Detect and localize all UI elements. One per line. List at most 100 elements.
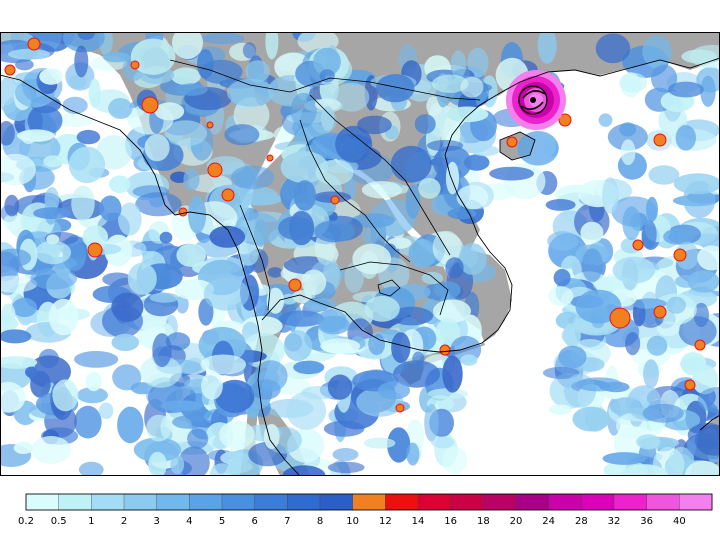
heavy-rain-core: [141, 96, 159, 114]
rain-cell: [187, 428, 209, 449]
rain-cell: [176, 243, 206, 267]
colorbar-tick-label: 14: [412, 516, 425, 527]
rain-cell: [315, 159, 354, 186]
rain-cell: [602, 177, 619, 214]
rain-cell: [673, 173, 720, 195]
heavy-rain-core: [27, 37, 41, 51]
rain-cell: [0, 356, 38, 369]
rain-cell: [48, 298, 79, 336]
rain-cell: [390, 306, 434, 326]
rain-cell: [139, 355, 182, 388]
rain-cell: [643, 359, 659, 389]
rain-cell: [598, 113, 613, 127]
rain-cell: [148, 451, 167, 476]
rain-cell: [127, 262, 157, 295]
rain-cell: [681, 49, 718, 64]
rain-cell: [88, 78, 101, 108]
rain-cell: [412, 351, 425, 367]
rain-cell: [648, 165, 680, 185]
rain-cell: [694, 424, 720, 456]
colorbar-labels: 0.2 0.5 1 2 3 4 5 6 7 8 10 12 14 16 18 20 24 28 32 36 40: [18, 516, 686, 527]
rain-cell: [563, 323, 581, 348]
rain-cell: [458, 243, 487, 275]
rain-cell: [215, 379, 255, 413]
colorbar-segment: [189, 493, 223, 511]
rain-cell: [265, 32, 279, 60]
colorbar-tick-label: 28: [575, 516, 588, 527]
rain-cell: [76, 129, 101, 145]
rain-cell: [678, 316, 717, 347]
heavy-rain-core: [221, 188, 235, 202]
rain-cell: [62, 32, 105, 53]
colorbar-tick-label: 32: [608, 516, 621, 527]
colorbar-tick-label: 2: [121, 516, 127, 527]
colorbar-segment: [25, 493, 60, 511]
heavy-rain-core: [506, 136, 518, 148]
colorbar-segment: [319, 493, 354, 511]
rain-cell: [327, 461, 365, 474]
colorbar-tick-label: 16: [444, 516, 457, 527]
rain-cell: [445, 161, 460, 195]
rain-cell: [117, 406, 144, 444]
rain-cell: [445, 257, 464, 279]
rain-cell: [238, 241, 259, 266]
rain-cell: [13, 441, 34, 454]
rain-cell: [109, 175, 131, 194]
rain-cell: [164, 120, 208, 147]
rain-cell: [170, 454, 185, 475]
rain-cell: [4, 194, 20, 217]
rain-cell: [7, 48, 51, 60]
colorbar-segment: [221, 493, 256, 511]
rain-cell: [74, 45, 89, 78]
rain-cell: [53, 113, 94, 128]
rain-cell: [0, 121, 15, 146]
rain-cell: [201, 372, 223, 400]
rain-cell: [209, 225, 246, 248]
rain-cell: [431, 436, 455, 449]
coastline-layer: [0, 57, 720, 476]
rain-cell: [62, 96, 88, 114]
rain-cell: [361, 181, 402, 199]
rain-cell: [112, 364, 142, 391]
rain-cell: [351, 213, 395, 229]
rain-cell: [0, 248, 32, 268]
heavy-rain-core: [330, 195, 340, 205]
rain-cell: [224, 124, 260, 146]
rain-cell: [572, 406, 610, 432]
heavy-rain-core: [653, 133, 667, 147]
colorbar-segment: [58, 493, 92, 511]
rain-cell: [545, 199, 576, 211]
colorbar-segment: [450, 493, 484, 511]
rain-cell: [286, 391, 327, 430]
rain-cell: [146, 414, 172, 442]
colorbar-segment: [646, 493, 680, 511]
colorbar-segment: [613, 493, 648, 511]
rain-cell: [3, 214, 20, 231]
rain-cell: [408, 239, 438, 268]
rain-cell: [203, 277, 250, 311]
rain-cell: [684, 460, 720, 476]
rain-cell: [77, 32, 95, 40]
rain-cell: [172, 32, 203, 60]
rain-cell: [183, 168, 200, 191]
rain-cell: [619, 72, 648, 93]
rain-cell: [130, 38, 176, 75]
rain-cell: [663, 228, 694, 245]
rain-cell: [11, 297, 38, 318]
rain-cell: [595, 33, 631, 64]
rain-cell: [642, 35, 672, 69]
rain-cell: [433, 299, 471, 323]
land-vietnam-south: [400, 250, 512, 385]
rain-cell: [692, 364, 719, 395]
rain-cell: [263, 423, 280, 450]
heavy-rain-core: [673, 248, 687, 262]
rain-cell: [1, 303, 16, 325]
lake-tonle-sap: [377, 279, 401, 297]
rain-cell: [390, 145, 432, 183]
colorbar-segment: [548, 493, 582, 511]
rain-cell: [558, 345, 587, 369]
rain-cell: [549, 404, 572, 415]
rain-cell: [450, 50, 467, 79]
colorbar-segment: [581, 493, 615, 511]
rain-cell: [700, 75, 716, 107]
